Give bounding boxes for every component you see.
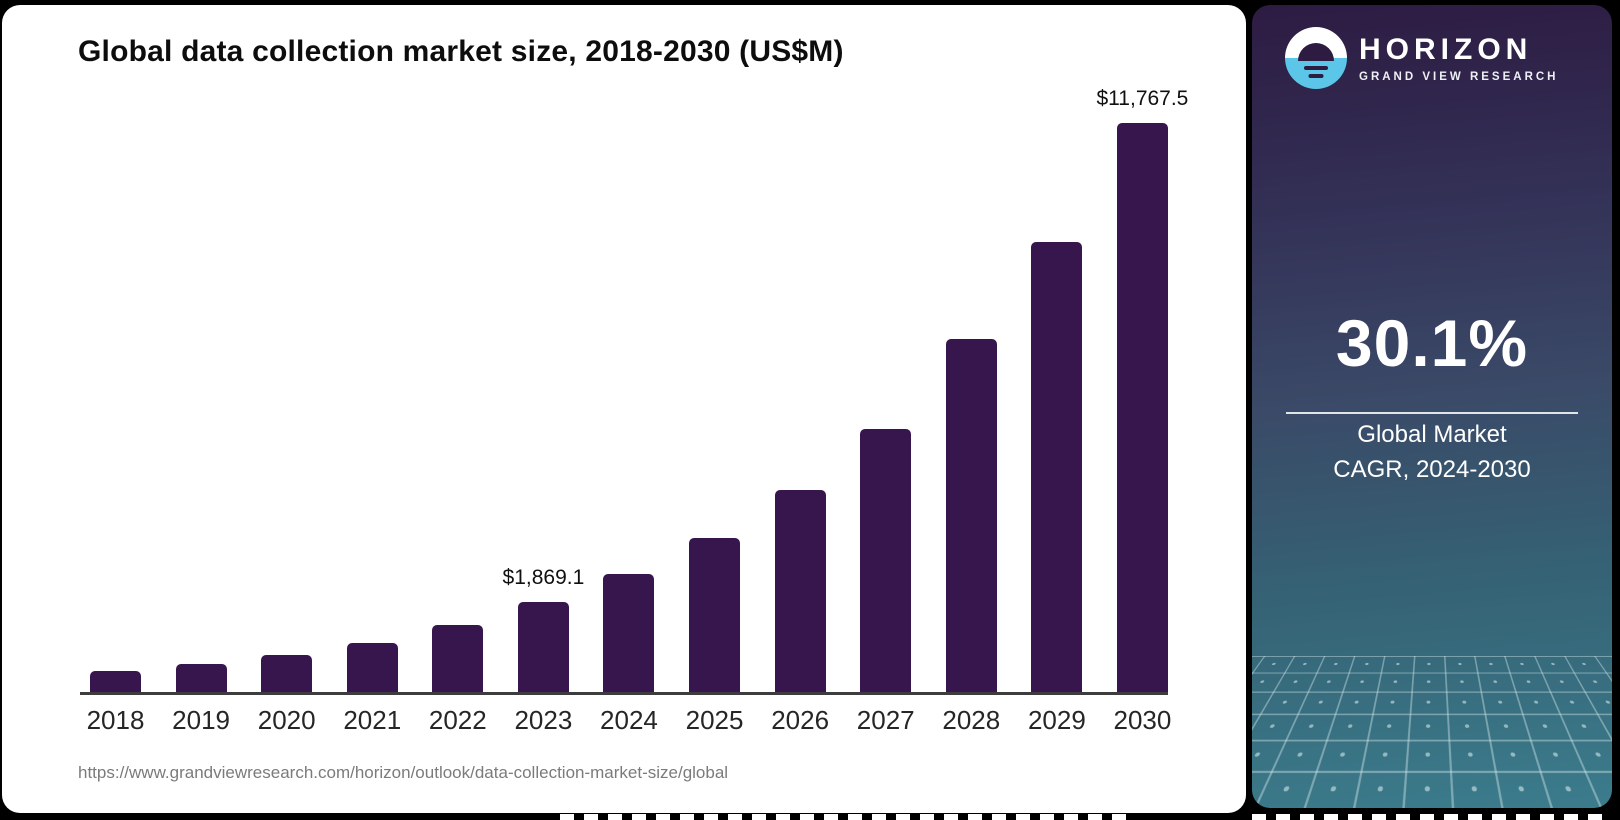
bar-2021 bbox=[346, 643, 398, 693]
source-url: https://www.grandviewresearch.com/horizo… bbox=[78, 763, 729, 782]
bar-column-2026: 2026 bbox=[771, 123, 829, 735]
bar-2024 bbox=[603, 574, 655, 693]
bar-column-2020: 2020 bbox=[258, 123, 316, 735]
bar-value-label-2030: $11,767.5 bbox=[1096, 87, 1189, 110]
brand-name: HORIZON bbox=[1359, 32, 1533, 66]
bar-column-2027: 2027 bbox=[857, 123, 915, 735]
bar-2030 bbox=[1116, 123, 1168, 693]
bar-column-2021: 2021 bbox=[343, 123, 401, 735]
x-tick-2018: 2018 bbox=[86, 705, 145, 735]
x-tick-2025: 2025 bbox=[685, 705, 744, 735]
bar-column-2030: $11,767.5 2030 bbox=[1097, 87, 1189, 735]
bar-column-2018: 2018 bbox=[87, 123, 144, 735]
x-tick-2020: 2020 bbox=[257, 705, 316, 735]
x-tick-2023: 2023 bbox=[514, 705, 573, 735]
bar-2026 bbox=[774, 489, 826, 693]
bar-column-2029: 2029 bbox=[1028, 123, 1086, 735]
logo-line-shape bbox=[1304, 66, 1328, 70]
mesh-grid-pattern bbox=[1252, 656, 1612, 808]
bar-2025 bbox=[689, 538, 741, 693]
x-tick-2029: 2029 bbox=[1027, 705, 1086, 735]
bar-column-2019: 2019 bbox=[172, 123, 230, 735]
cagr-stat-value: 30.1% bbox=[1335, 306, 1529, 380]
bar-2028 bbox=[945, 339, 997, 693]
brand-sidebar: HORIZON GRAND VIEW RESEARCH 30.1% Global… bbox=[1252, 5, 1612, 808]
chart-card: Global data collection market size, 2018… bbox=[2, 5, 1246, 813]
bar-value-label-2023: $1,869.1 bbox=[502, 566, 585, 590]
bar-2018 bbox=[90, 670, 141, 693]
brand-subtitle: GRAND VIEW RESEARCH bbox=[1359, 70, 1559, 83]
bar-chart: 2018 2019 2020 2021 2022 $1,869.1 2023 2024 2025… bbox=[87, 87, 1189, 735]
chart-title: Global data collection market size, 2018… bbox=[78, 35, 844, 68]
bar-2023 bbox=[517, 602, 569, 693]
bar-2022 bbox=[432, 624, 484, 693]
logo-line-shape bbox=[1308, 74, 1324, 78]
x-tick-2021: 2021 bbox=[343, 705, 402, 735]
brand-text: HORIZON GRAND VIEW RESEARCH bbox=[1359, 32, 1559, 83]
stat-caption-line2: CAGR, 2024-2030 bbox=[1333, 456, 1531, 483]
bar-2029 bbox=[1031, 242, 1083, 693]
x-tick-2024: 2024 bbox=[600, 705, 658, 735]
x-axis-line bbox=[80, 692, 1168, 695]
bar-2019 bbox=[175, 663, 227, 693]
cropped-content-dashes bbox=[1252, 814, 1612, 820]
x-tick-2019: 2019 bbox=[172, 705, 230, 735]
x-tick-2022: 2022 bbox=[428, 705, 487, 735]
bar-column-2025: 2025 bbox=[686, 123, 743, 735]
horizon-sun-logo-icon bbox=[1285, 27, 1347, 89]
bar-column-2024: 2024 bbox=[600, 123, 658, 735]
x-tick-2027: 2027 bbox=[856, 705, 915, 735]
bar-2020 bbox=[261, 655, 313, 693]
stat-divider bbox=[1286, 412, 1578, 414]
bar-column-2023: $1,869.1 2023 bbox=[503, 123, 585, 735]
wireframe-mesh-decoration bbox=[1252, 656, 1612, 808]
logo-dome-shape bbox=[1298, 43, 1334, 61]
x-tick-2026: 2026 bbox=[771, 705, 830, 735]
x-tick-2028: 2028 bbox=[942, 705, 1001, 735]
x-tick-2030: 2030 bbox=[1113, 705, 1172, 735]
stat-caption-line1: Global Market bbox=[1357, 421, 1507, 448]
brand-block: HORIZON GRAND VIEW RESEARCH bbox=[1285, 27, 1558, 89]
cagr-stat-caption: Global Market CAGR, 2024-2030 bbox=[1252, 417, 1612, 487]
cropped-content-dashes bbox=[560, 814, 1132, 820]
bar-column-2022: 2022 bbox=[429, 123, 487, 735]
bar-column-2028: 2028 bbox=[942, 123, 1000, 735]
bar-2027 bbox=[860, 429, 912, 693]
